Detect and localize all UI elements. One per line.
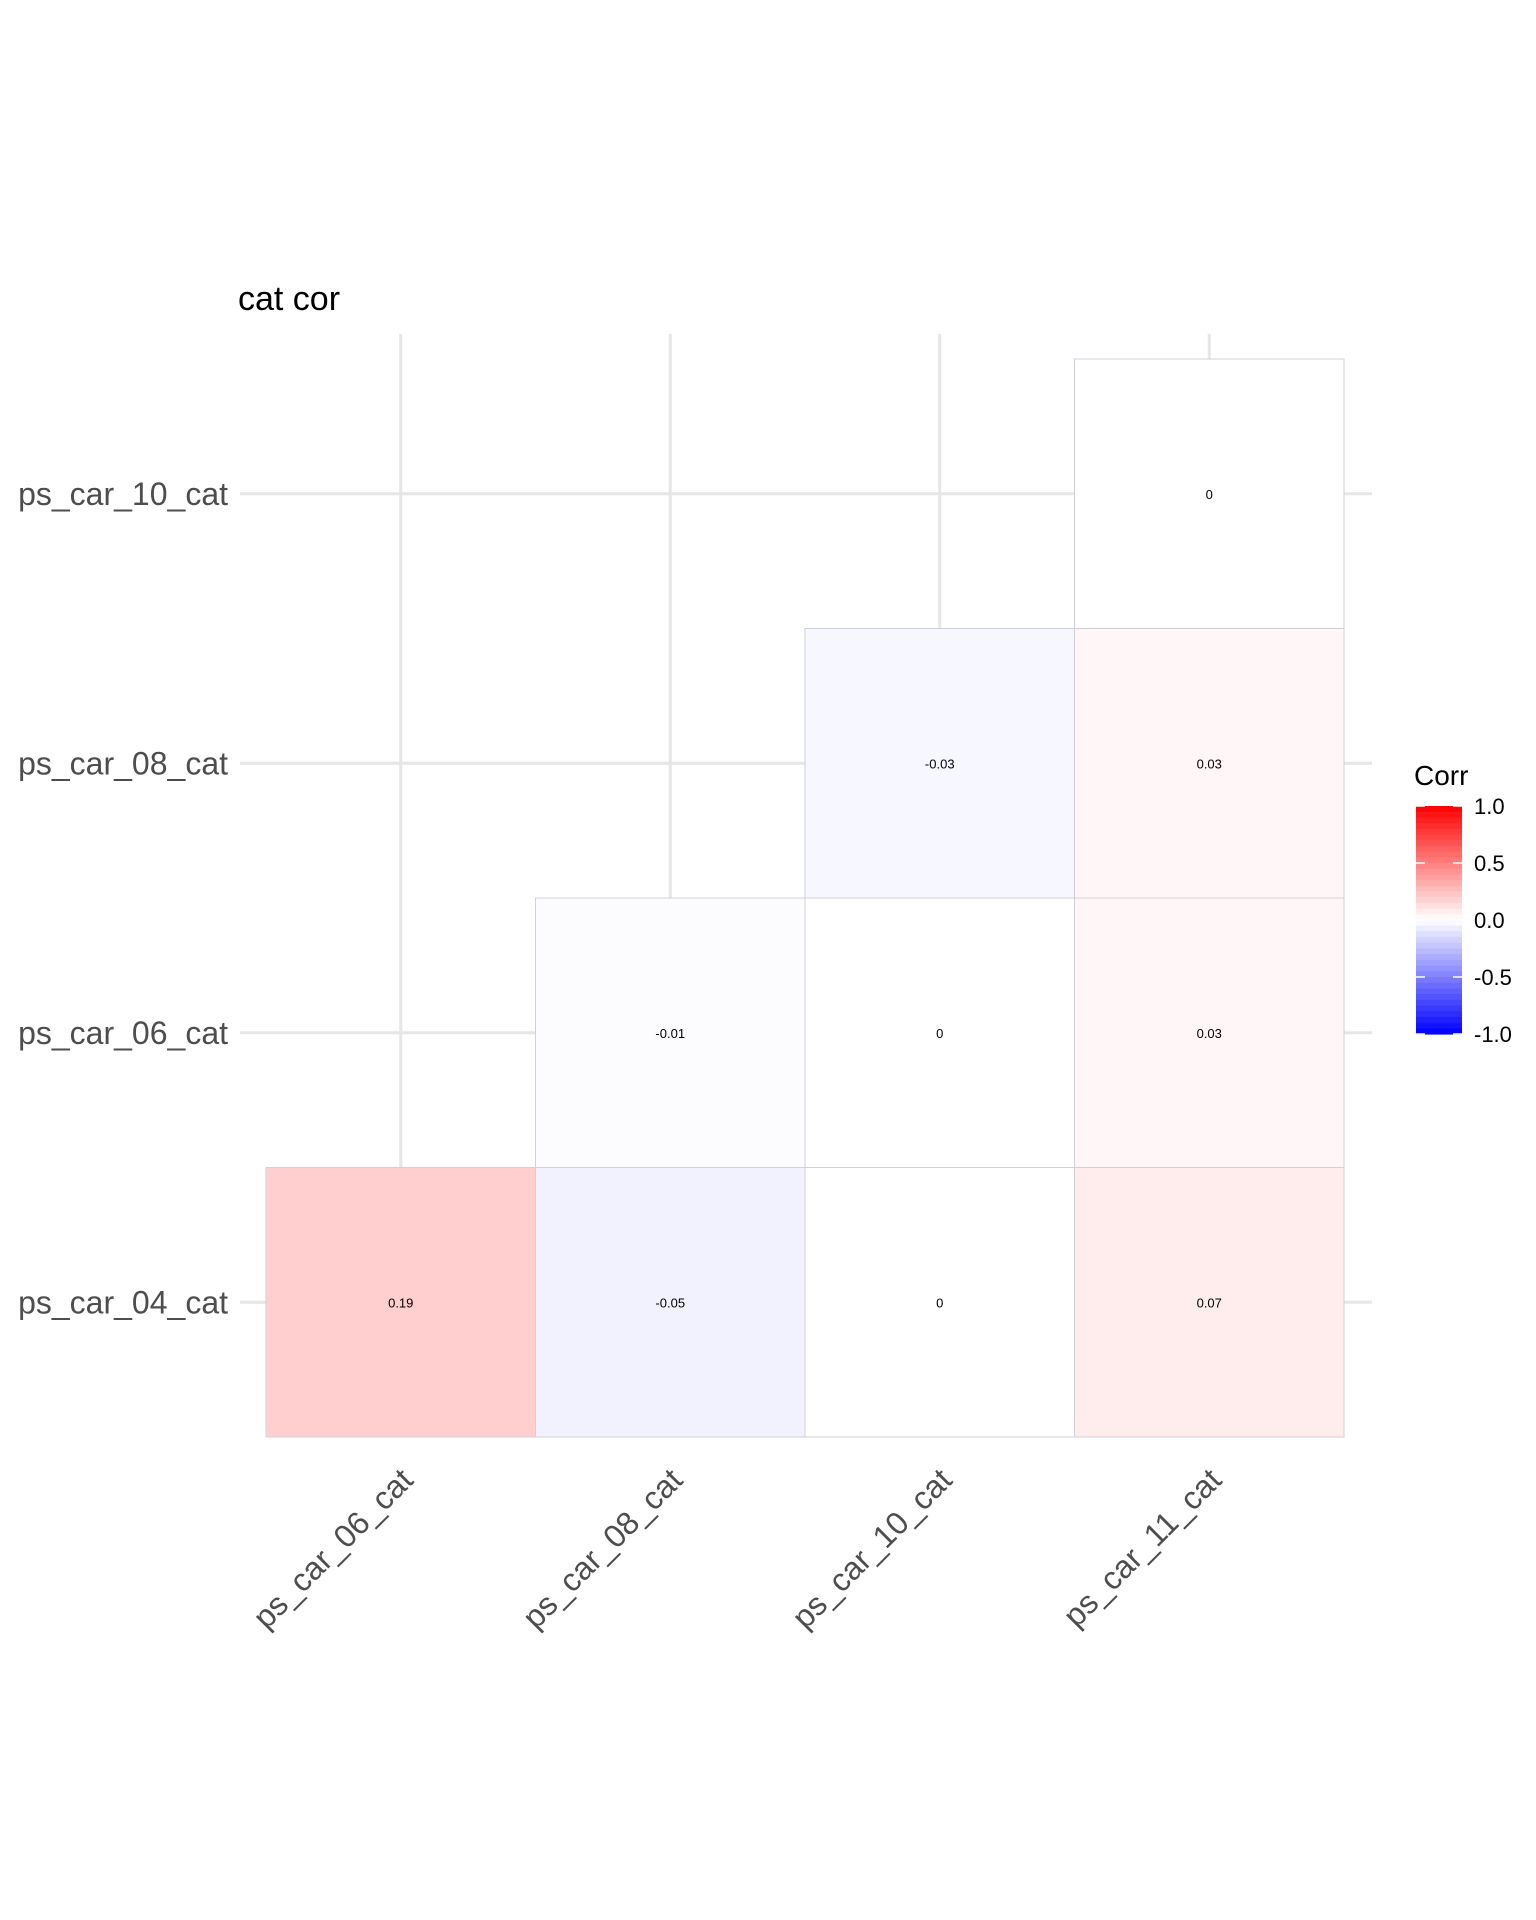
- legend-color-step: [1416, 811, 1462, 818]
- cell-value-label: 0: [1206, 487, 1213, 502]
- heatmap-tile: [1074, 358, 1345, 629]
- cell-value-label: 0: [936, 1295, 943, 1310]
- legend-color-step: [1416, 914, 1462, 921]
- legend-color-step: [1416, 988, 1462, 995]
- heatmap-tile: [265, 1167, 536, 1438]
- x-tick-label: ps_car_10_cat: [785, 1461, 959, 1635]
- legend-color-step: [1416, 1016, 1462, 1024]
- legend: Corr 1.0 0.5 0.0 -0.5 -1.0: [1414, 760, 1512, 1047]
- legend-color-step: [1416, 942, 1462, 950]
- legend-color-step: [1416, 868, 1462, 875]
- legend-color-step: [1416, 931, 1462, 938]
- legend-color-step: [1416, 828, 1462, 836]
- legend-color-step: [1416, 959, 1462, 967]
- legend-color-step: [1416, 891, 1462, 898]
- legend-color-step: [1416, 885, 1462, 893]
- legend-color-step: [1416, 851, 1462, 858]
- legend-color-step: [1416, 823, 1462, 830]
- legend-color-step: [1416, 863, 1462, 870]
- heatmap-tile: [804, 628, 1075, 899]
- y-tick-label: ps_car_10_cat: [18, 476, 228, 512]
- heatmap-tile: [804, 897, 1075, 1168]
- legend-color-step: [1416, 845, 1462, 853]
- legend-color-step: [1416, 840, 1462, 847]
- legend-color-step: [1416, 925, 1462, 932]
- cell-value-label: -0.03: [925, 756, 955, 771]
- x-tick-label: ps_car_11_cat: [1056, 1461, 1228, 1633]
- legend-color-step: [1416, 965, 1462, 972]
- heatmap-tile: [535, 1167, 806, 1438]
- x-tick-label: ps_car_08_cat: [515, 1461, 689, 1635]
- legend-color-step: [1416, 908, 1462, 915]
- legend-color-step: [1416, 806, 1462, 813]
- legend-label: 1.0: [1474, 794, 1505, 819]
- legend-color-step: [1416, 977, 1462, 984]
- legend-color-step: [1416, 954, 1462, 961]
- y-tick-label: ps_car_08_cat: [18, 745, 228, 781]
- legend-color-step: [1416, 880, 1462, 887]
- y-tick-label: ps_car_04_cat: [18, 1284, 228, 1320]
- legend-label: 0.5: [1474, 851, 1505, 876]
- legend-color-step: [1416, 857, 1462, 864]
- legend-color-step: [1416, 1022, 1462, 1029]
- legend-color-step: [1416, 1028, 1462, 1035]
- cell-value-label: 0.03: [1197, 756, 1222, 771]
- cell-value-label: -0.01: [655, 1026, 685, 1041]
- legend-color-step: [1416, 1011, 1462, 1018]
- legend-label: 0.0: [1474, 908, 1505, 933]
- legend-title: Corr: [1414, 760, 1468, 791]
- legend-color-step: [1416, 937, 1462, 944]
- legend-color-step: [1416, 817, 1462, 824]
- y-tick-label: ps_car_06_cat: [18, 1015, 228, 1051]
- heatmap-tiles: [265, 358, 1345, 1438]
- legend-color-bar: [1416, 805, 1462, 1035]
- legend-color-step: [1416, 834, 1462, 841]
- heatmap-tile: [804, 1167, 1075, 1438]
- cell-value-label: 0.19: [388, 1295, 413, 1310]
- x-tick-label: ps_car_06_cat: [246, 1461, 420, 1635]
- legend-color-step: [1416, 920, 1462, 927]
- legend-label: -1.0: [1474, 1022, 1512, 1047]
- legend-color-step: [1416, 897, 1462, 904]
- cell-value-label: 0.07: [1197, 1295, 1222, 1310]
- legend-label: -0.5: [1474, 965, 1512, 990]
- cell-value-labels: 0.19 -0.05 0 0.07 -0.01 0 0.03 -0.03 0.03 0: [388, 487, 1222, 1311]
- cell-value-label: -0.05: [655, 1295, 685, 1310]
- legend-labels: 1.0 0.5 0.0 -0.5 -1.0: [1474, 794, 1512, 1047]
- cell-value-label: 0: [936, 1026, 943, 1041]
- y-axis: ps_car_04_cat ps_car_06_cat ps_car_08_cat p…: [18, 476, 228, 1321]
- legend-color-step: [1416, 994, 1462, 1001]
- heatmap-tile: [1074, 1167, 1345, 1438]
- heatmap-tile: [1074, 628, 1345, 899]
- chart-title: cat cor: [238, 280, 340, 318]
- legend-color-step: [1416, 902, 1462, 910]
- legend-color-step: [1416, 971, 1462, 978]
- legend-color-step: [1416, 999, 1462, 1007]
- cell-value-label: 0.03: [1197, 1026, 1222, 1041]
- legend-color-step: [1416, 982, 1462, 989]
- legend-color-step: [1416, 948, 1462, 955]
- x-axis: ps_car_06_cat ps_car_08_cat ps_car_10_cat p…: [246, 1461, 1228, 1635]
- legend-color-step: [1416, 1005, 1462, 1012]
- heatmap-tile: [535, 897, 806, 1168]
- legend-color-step: [1416, 874, 1462, 881]
